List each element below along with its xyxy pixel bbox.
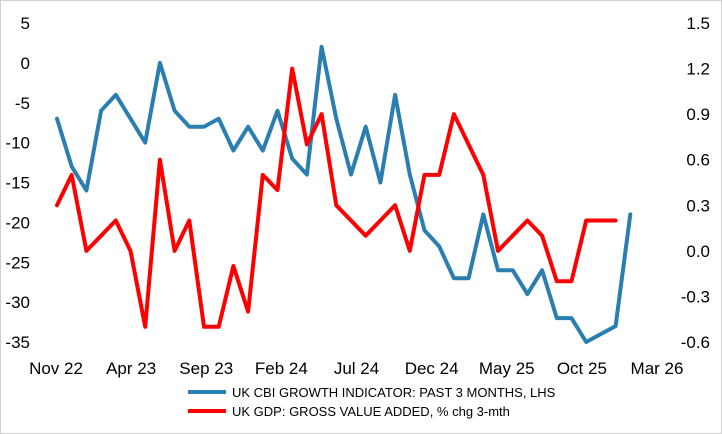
legend-label: UK GDP: GROSS VALUE ADDED, % chg 3-mth xyxy=(232,404,510,419)
right-tick-label: 0.0 xyxy=(686,242,710,261)
right-tick-label: -0.6 xyxy=(681,333,710,352)
right-tick-label: 0.6 xyxy=(686,151,710,170)
x-tick-label: Oct 25 xyxy=(557,359,607,378)
x-tick-label: Dec 24 xyxy=(405,359,459,378)
x-tick-label: Apr 23 xyxy=(106,359,156,378)
right-tick-label: 0.3 xyxy=(686,196,710,215)
right-tick-label: 1.5 xyxy=(686,14,710,33)
left-tick-label: 0 xyxy=(21,54,30,73)
left-tick-label: -35 xyxy=(5,333,30,352)
gdp-series-line xyxy=(55,66,618,329)
x-tick-label: Sep 23 xyxy=(179,359,233,378)
left-tick-label: -5 xyxy=(15,94,30,113)
legend: UK CBI GROWTH INDICATOR: PAST 3 MONTHS, … xyxy=(188,385,556,419)
right-axis-ticks: 1.5 1.2 0.9 0.6 0.3 0.0 -0.3 -0.6 xyxy=(681,14,710,352)
left-tick-label: -30 xyxy=(5,293,30,312)
left-tick-label: -15 xyxy=(5,174,30,193)
x-tick-label: Feb 24 xyxy=(255,359,308,378)
left-tick-label: -20 xyxy=(5,213,30,232)
x-tick-label: May 25 xyxy=(479,359,535,378)
x-tick-label: Mar 26 xyxy=(631,359,684,378)
right-tick-label: 0.9 xyxy=(686,105,710,124)
series-layer xyxy=(55,44,633,344)
left-tick-label: -25 xyxy=(5,253,30,272)
cbi-series-line xyxy=(55,44,633,344)
x-axis-ticks: Nov 22 Apr 23 Sep 23 Feb 24 Jul 24 Dec 24 May … xyxy=(29,359,683,378)
x-tick-label: Jul 24 xyxy=(334,359,379,378)
left-tick-label: -10 xyxy=(5,134,30,153)
right-tick-label: -0.3 xyxy=(681,287,710,306)
left-axis-ticks: 5 0 -5 -10 -15 -20 -25 -30 -35 xyxy=(5,14,30,352)
left-tick-label: 5 xyxy=(21,14,30,33)
right-tick-label: 1.2 xyxy=(686,60,710,79)
legend-label: UK CBI GROWTH INDICATOR: PAST 3 MONTHS, … xyxy=(232,385,556,400)
x-tick-label: Nov 22 xyxy=(29,359,83,378)
